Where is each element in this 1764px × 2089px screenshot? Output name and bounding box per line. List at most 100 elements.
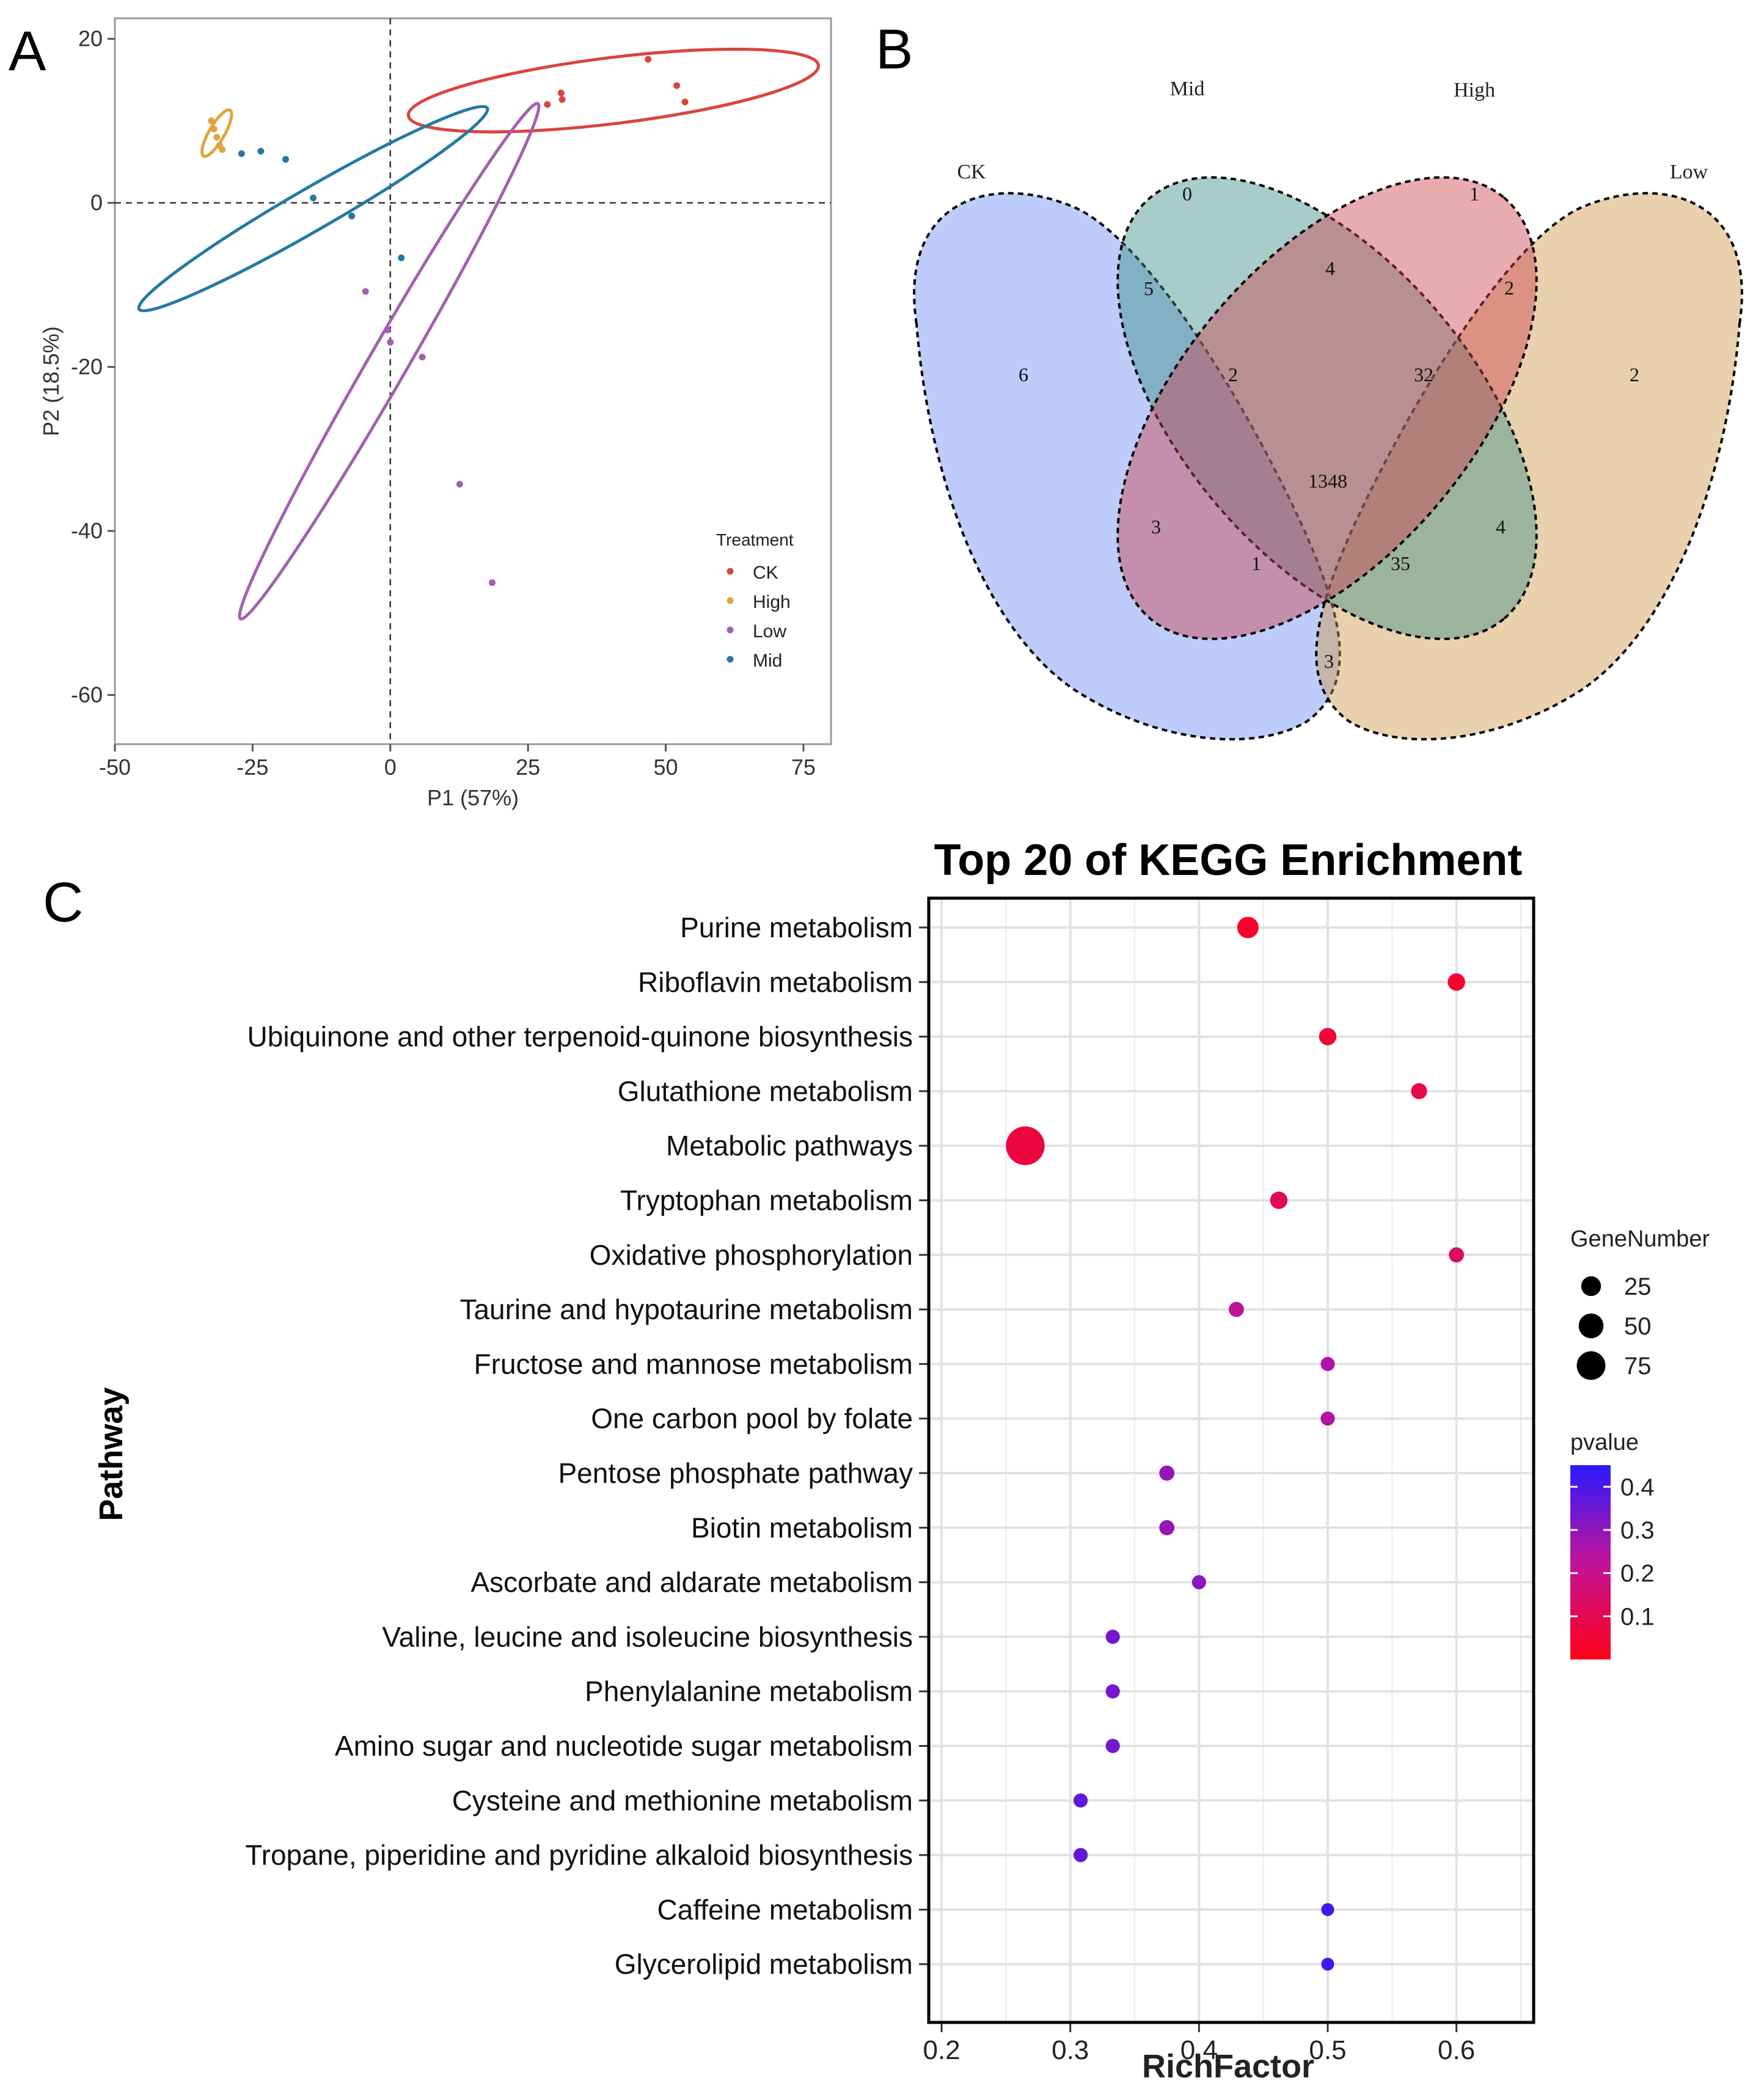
kegg-point (1073, 1793, 1088, 1808)
pca-x-tick-label: -50 (99, 755, 131, 780)
kegg-pathway-label: Ubiquinone and other terpenoid-quinone b… (247, 1021, 913, 1053)
kegg-pathway-label: Riboflavin metabolism (638, 966, 913, 998)
kegg-color-legend-label: 0.1 (1620, 1603, 1655, 1630)
pca-point-mid (310, 194, 317, 202)
venn-count-ck: 6 (1019, 364, 1028, 386)
kegg-x-tick-label: 0.6 (1438, 2035, 1475, 2065)
pca-point-low (456, 480, 463, 488)
kegg-point (1320, 1411, 1335, 1426)
pca-x-tick-label: 25 (516, 755, 540, 780)
pca-point-high (208, 117, 215, 125)
venn-count-ck-high-low: 1 (1251, 552, 1261, 574)
kegg-x-tick-label: 0.2 (923, 2035, 960, 2065)
venn-count-ck-mid-high: 2 (1228, 364, 1238, 386)
kegg-pathway-label: Caffeine metabolism (657, 1893, 913, 1925)
pca-point-mid (398, 254, 405, 262)
venn-count-mid-high-low: 32 (1414, 364, 1433, 386)
kegg-pathway-label: Tryptophan metabolism (620, 1185, 913, 1216)
kegg-pathway-labels: Purine metabolism Riboflavin metabolism Ub… (245, 912, 929, 1980)
kegg-color-legend: pvalue 0.4 0.3 0.2 0.1 (1570, 1430, 1655, 1659)
pca-legend-key-ck (726, 568, 734, 575)
pca-legend-key-mid (726, 656, 734, 663)
pca-legend-label-low: Low (753, 621, 786, 642)
kegg-x-tick-label: 0.5 (1309, 2035, 1346, 2065)
pca-point-mid (348, 213, 356, 220)
venn-set-high-shape (1116, 176, 1538, 640)
pca-y-tick-label: -60 (71, 682, 103, 707)
kegg-gridlines (929, 898, 1534, 2022)
venn-diagram: CK Mid High Low 0 1 6 2 5 4 2 2 32 1348 … (913, 78, 1743, 741)
kegg-color-legend-label: 0.2 (1620, 1560, 1655, 1587)
kegg-size-legend: GeneNumber 25 50 75 (1570, 1226, 1710, 1380)
pca-point-ck (673, 82, 681, 89)
pca-point-mid (257, 147, 265, 155)
panel-label-b: B (876, 18, 913, 81)
kegg-size-legend-key (1576, 1351, 1606, 1380)
venn-count-high: 1 (1469, 183, 1479, 205)
kegg-size-legend-label: 75 (1624, 1353, 1652, 1380)
kegg-point (1159, 1465, 1175, 1481)
kegg-pathway-label: Fructose and mannose metabolism (474, 1348, 913, 1380)
kegg-pathway-label: Ascorbate and aldarate metabolism (470, 1567, 913, 1598)
kegg-pathway-label: Valine, leucine and isoleucine biosynthe… (382, 1621, 913, 1653)
pca-ellipse-mid (137, 104, 489, 313)
pca-y-tick-label: -40 (71, 518, 103, 543)
venn-region-counts: 0 1 6 2 5 4 2 2 32 1348 3 4 1 35 3 (1019, 183, 1639, 672)
panel-label-c: C (43, 871, 83, 934)
pca-point-low (362, 288, 369, 295)
kegg-dot-plot: Top 20 of KEGG Enrichment Purine metabol… (93, 836, 1710, 2085)
kegg-points (1006, 916, 1465, 1971)
venn-set-label-mid: Mid (1170, 78, 1205, 100)
pca-point-ck (681, 98, 689, 106)
pca-point-high (213, 134, 221, 141)
pca-legend-title: Treatment (716, 530, 794, 549)
pca-ellipse-low (238, 101, 541, 621)
kegg-point (1159, 1520, 1175, 1535)
venn-set-label-low: Low (1670, 161, 1708, 183)
kegg-point (1449, 1247, 1465, 1263)
venn-count-all: 1348 (1308, 470, 1347, 492)
kegg-x-axis-label: RichFactor (1142, 2048, 1314, 2085)
kegg-point (1270, 1191, 1288, 1209)
kegg-pathway-label: Biotin metabolism (691, 1512, 913, 1543)
venn-set-label-high: High (1454, 79, 1495, 101)
kegg-pathway-label: Oxidative phosphorylation (590, 1239, 913, 1271)
pca-ellipse-ck (406, 47, 821, 134)
pca-point-low (387, 338, 394, 346)
kegg-color-legend-label: 0.4 (1620, 1474, 1655, 1501)
kegg-size-legend-title: GeneNumber (1570, 1226, 1710, 1252)
pca-y-tick-label: 20 (78, 26, 103, 51)
pca-points (208, 56, 689, 587)
kegg-size-legend-key (1578, 1313, 1604, 1339)
venn-count-mid-low: 4 (1496, 516, 1506, 538)
kegg-color-legend-label: 0.3 (1620, 1517, 1655, 1544)
venn-count-mid: 0 (1182, 183, 1192, 205)
pca-plot: -50 -25 0 25 50 75 20 0 -20 -40 -60 P1 (57%) P2 (1… (38, 17, 832, 810)
kegg-pathway-label: Phenylalanine metabolism (585, 1675, 913, 1707)
kegg-pathway-label: Glutathione metabolism (618, 1075, 913, 1107)
pca-x-tick-label: -25 (236, 755, 268, 780)
pca-point-mid (238, 150, 245, 157)
kegg-pathway-label: One carbon pool by folate (591, 1403, 913, 1435)
pca-point-ck (645, 56, 652, 63)
venn-count-low: 2 (1630, 364, 1639, 386)
pca-legend: Treatment CK High Low Mid (716, 530, 794, 671)
venn-set-ck-shape (913, 192, 1341, 741)
pca-point-low (489, 579, 496, 587)
kegg-pathway-label: Taurine and hypotaurine metabolism (459, 1293, 913, 1325)
venn-set-label-ck: CK (957, 161, 986, 183)
venn-count-ck-mid: 5 (1144, 277, 1154, 299)
pca-reference-lines (115, 18, 831, 744)
venn-count-high-low: 2 (1504, 277, 1514, 299)
kegg-x-tick-label: 0.4 (1180, 2035, 1218, 2065)
kegg-point (1321, 1903, 1334, 1916)
kegg-title: Top 20 of KEGG Enrichment (934, 836, 1523, 885)
pca-legend-key-low (726, 626, 734, 634)
kegg-pathway-label: Amino sugar and nucleotide sugar metabol… (335, 1730, 913, 1762)
pca-axis-ticks: -50 -25 0 25 50 75 20 0 -20 -40 -60 (71, 26, 816, 780)
kegg-size-legend-label: 25 (1624, 1273, 1652, 1300)
pca-x-axis-label: P1 (57%) (427, 785, 519, 810)
pca-point-mid (282, 156, 289, 163)
venn-count-ck-low: 3 (1324, 650, 1334, 672)
